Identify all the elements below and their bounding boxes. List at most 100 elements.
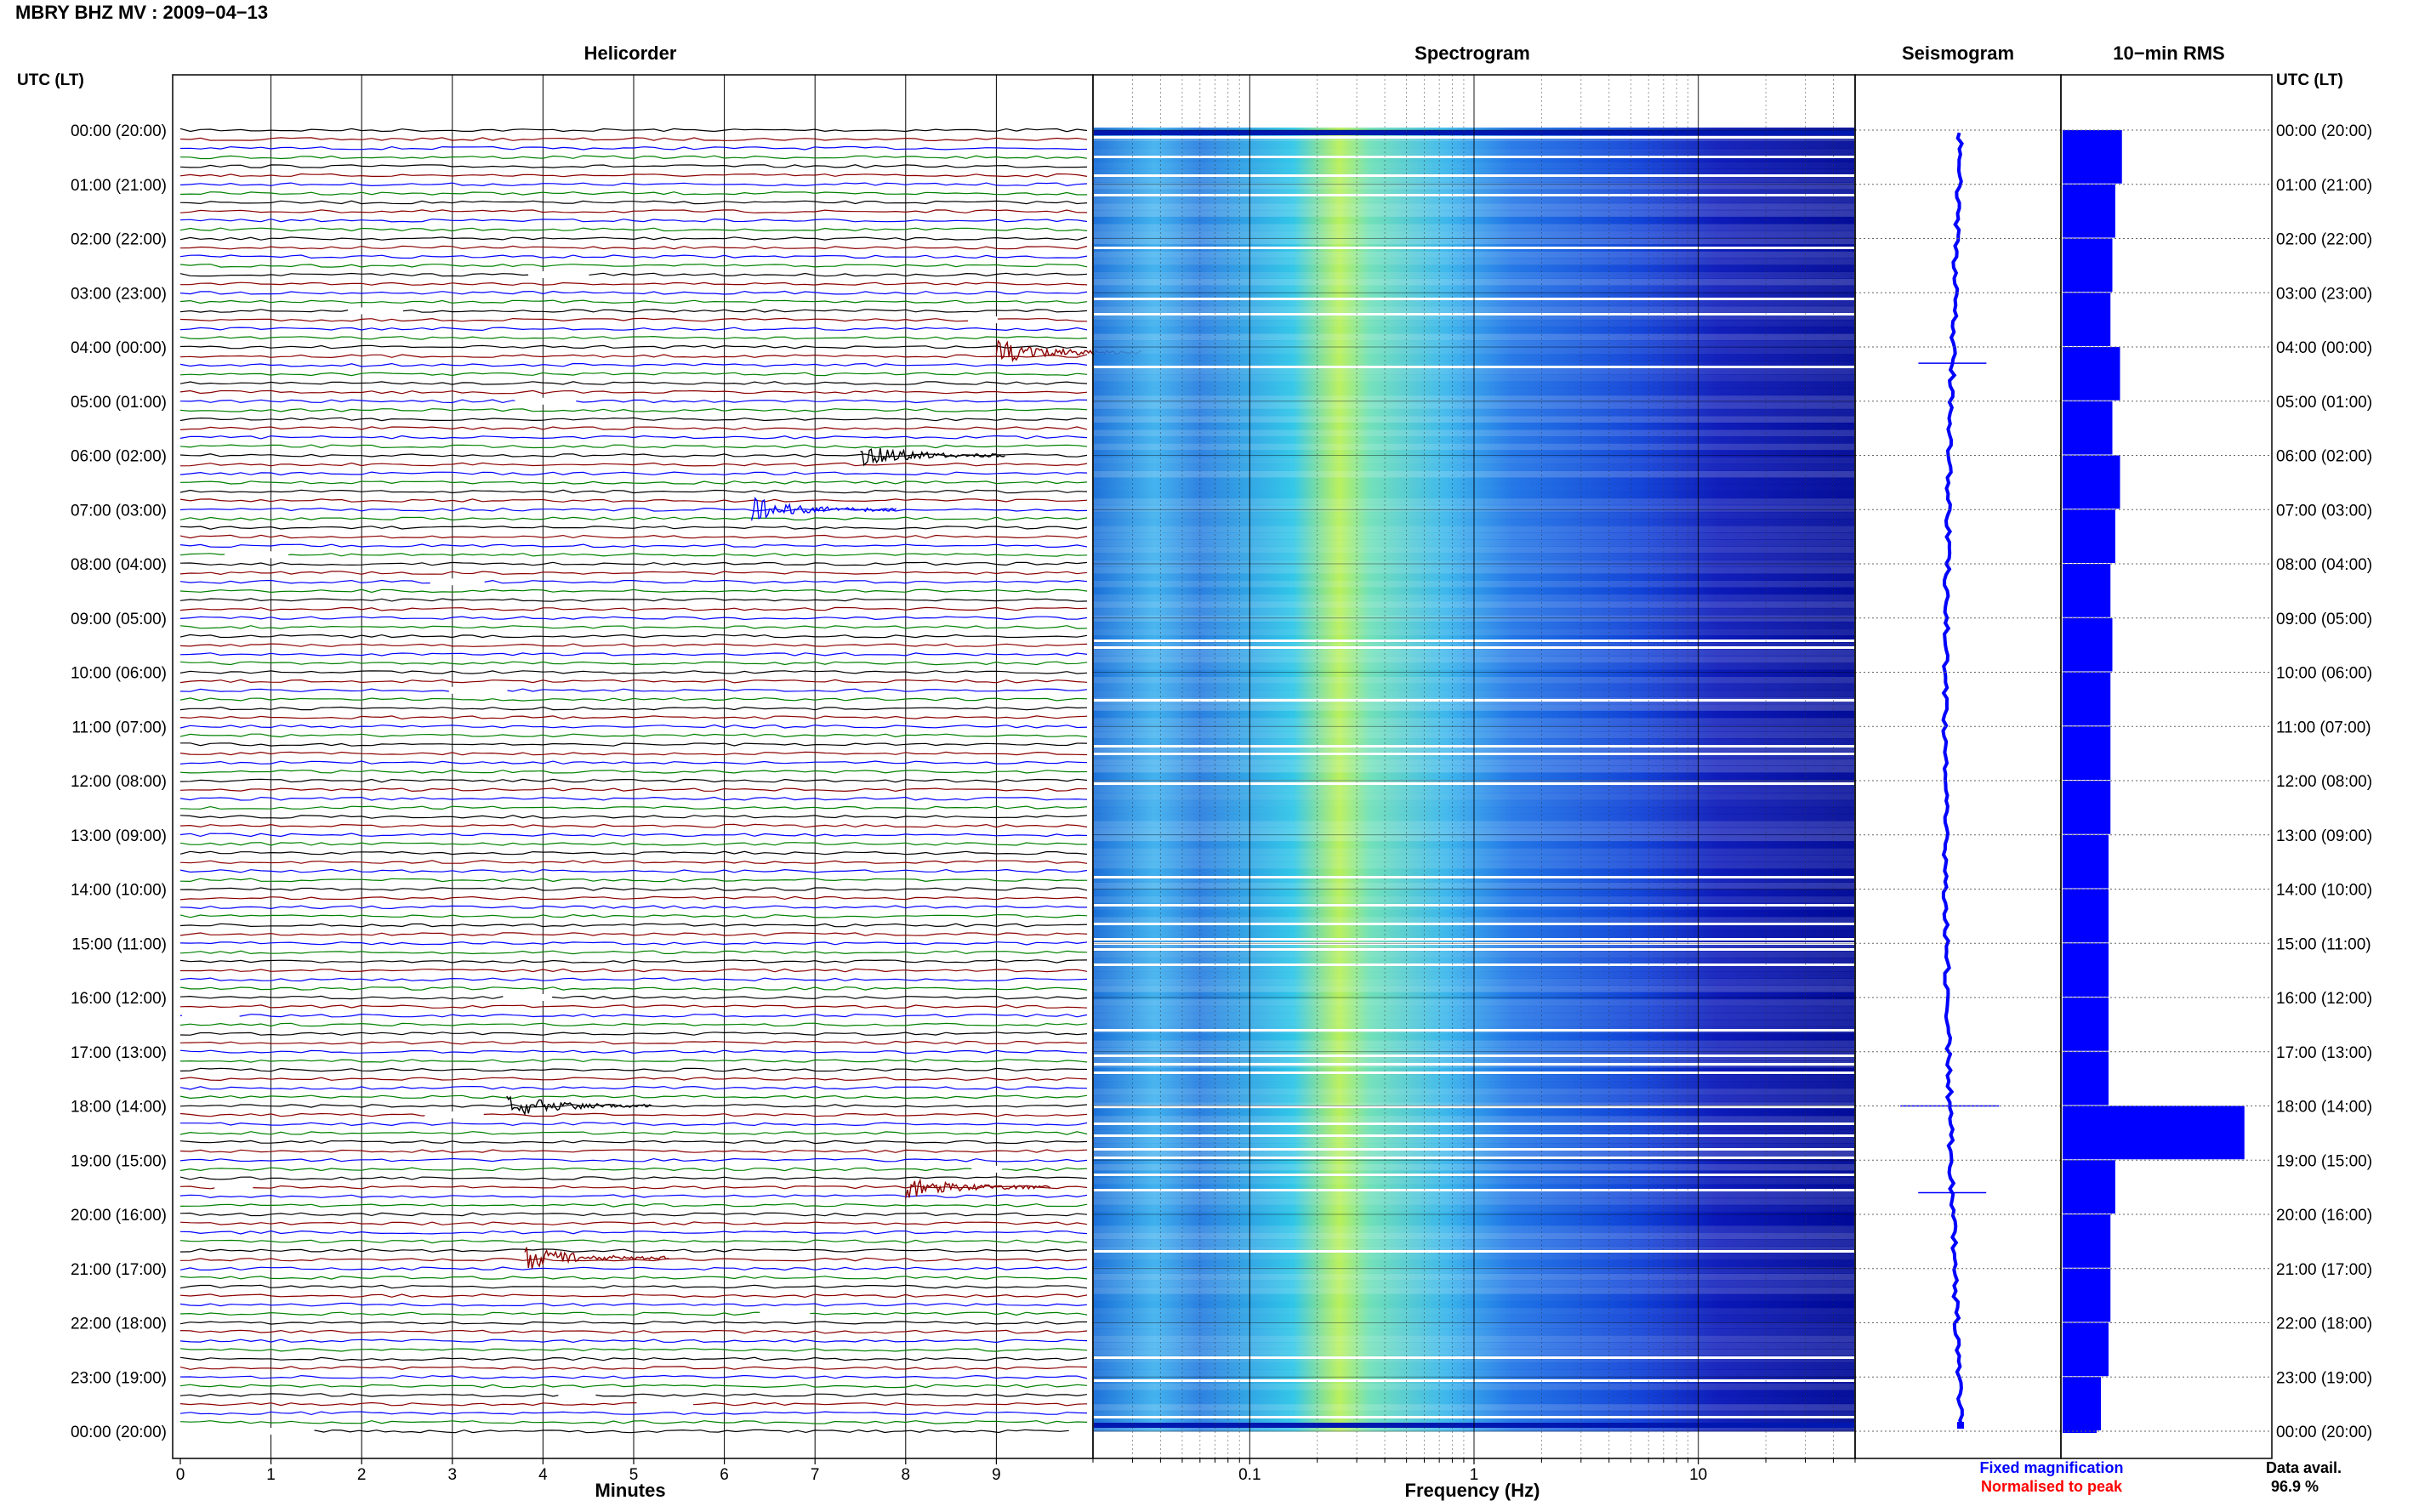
data-gap xyxy=(181,1012,240,1020)
time-axis-labels: 00:00 (20:00) 00:00 (20:00) 01:00 (21:00) 0… xyxy=(71,122,2372,1441)
rms-bar xyxy=(2063,998,2109,1051)
helicorder-trace xyxy=(179,977,1088,982)
helicorder-trace xyxy=(179,209,1088,213)
legend-fixed-magnification: Fixed magnification xyxy=(1979,1459,2123,1476)
helicorder-trace xyxy=(179,408,1088,412)
rms-bar xyxy=(2063,781,2111,834)
helicorder-trace xyxy=(179,543,1088,549)
data-gap xyxy=(760,1310,811,1317)
rms-bar xyxy=(2063,238,2113,293)
time-label-right: 16:00 (12:00) xyxy=(2276,990,2372,1008)
helicorder-trace xyxy=(179,1257,1088,1262)
helicorder-trace xyxy=(179,389,1088,395)
time-label-right: 22:00 (18:00) xyxy=(2276,1316,2372,1333)
rms-bar xyxy=(2063,1268,2111,1322)
time-label-right: 10:00 (06:00) xyxy=(2276,665,2372,683)
helicorder-trace xyxy=(179,1276,1088,1280)
helicorder-trace xyxy=(179,679,1088,684)
helicorder-trace xyxy=(179,661,1088,666)
data-gap xyxy=(214,1184,253,1191)
helicorder-trace xyxy=(179,751,1088,756)
time-label-right: 05:00 (01:00) xyxy=(2276,394,2372,412)
data-gap xyxy=(558,1391,596,1399)
helicorder-trace xyxy=(179,688,1088,693)
helicorder-trace xyxy=(179,598,1088,602)
time-label-right: 01:00 (21:00) xyxy=(2276,177,2372,195)
rms-bar xyxy=(2063,1415,2097,1423)
data-avail-label: Data avail. xyxy=(2266,1459,2342,1476)
helicorder-xlabel: Minutes xyxy=(595,1480,665,1501)
helicorder-trace xyxy=(179,435,1088,440)
helicorder-trace xyxy=(179,1203,1088,1208)
helicorder-trace xyxy=(179,1293,1088,1299)
helicorder-trace xyxy=(179,724,1088,729)
data-gap xyxy=(971,1165,1003,1173)
rms-bar xyxy=(2063,1106,2245,1160)
x-axes: 0 1 2 3 4 5 6 7 8 9 0.1 1 10 xyxy=(176,1458,1856,1484)
helicorder-trace xyxy=(179,553,1088,557)
helicorder-trace xyxy=(179,950,1088,955)
time-label-right: 20:00 (16:00) xyxy=(2276,1207,2372,1225)
helicorder-trace xyxy=(280,1429,1069,1434)
helicorder-trace xyxy=(179,1022,1088,1027)
helicorder-trace xyxy=(179,959,1088,963)
helicorder-trace xyxy=(179,986,1088,991)
helicorder-trace xyxy=(179,299,1088,304)
time-label-right: 12:00 (08:00) xyxy=(2276,773,2372,791)
helicorder-trace xyxy=(179,715,1088,720)
rms-bar xyxy=(2063,401,2113,455)
time-label-left: 16:00 (12:00) xyxy=(71,990,167,1008)
helicorder-trace xyxy=(179,227,1088,232)
helicorder-trace xyxy=(179,652,1088,657)
left-axis-header: UTC (LT) xyxy=(17,71,84,89)
rms-bar xyxy=(2063,889,2109,943)
helicorder-trace xyxy=(179,1230,1088,1235)
helicorder-trace xyxy=(179,1411,1088,1416)
time-label-left: 18:00 (14:00) xyxy=(71,1099,167,1117)
time-label-left: 02:00 (22:00) xyxy=(71,231,167,249)
time-label-left: 23:00 (19:00) xyxy=(71,1369,167,1387)
helicorder-trace xyxy=(179,516,1088,521)
helicorder-trace xyxy=(179,128,1088,133)
helicorder-trace xyxy=(179,643,1088,647)
seismic-event-trace xyxy=(860,447,1005,467)
helicorder-trace xyxy=(179,1140,1088,1145)
helicorder-trace xyxy=(179,327,1088,332)
helicorder-trace xyxy=(179,588,1088,594)
helicorder-trace xyxy=(179,534,1088,539)
data-gap xyxy=(430,578,485,586)
data-gap xyxy=(528,271,589,278)
helicorder-trace xyxy=(179,850,1088,855)
helicorder-trace xyxy=(179,878,1088,883)
helicorder-trace xyxy=(179,1393,1088,1397)
data-gap xyxy=(252,1428,315,1435)
time-label-right: 08:00 (04:00) xyxy=(2276,556,2372,574)
helicorder-trace xyxy=(179,1157,1088,1162)
helicorder-trace xyxy=(179,860,1088,865)
seismogram-trace xyxy=(1941,132,1964,1427)
time-label-left: 12:00 (08:00) xyxy=(71,773,167,791)
helicorder-trace xyxy=(179,200,1088,205)
helicorder-trace xyxy=(179,526,1088,530)
helicorder-trace xyxy=(179,1248,1088,1253)
data-gap xyxy=(636,1401,694,1408)
helicorder-trace xyxy=(179,471,1088,476)
helicorder-trace xyxy=(179,1040,1088,1045)
time-label-right: 13:00 (09:00) xyxy=(2276,827,2372,845)
helicorder-trace xyxy=(179,895,1088,901)
helicorder-trace xyxy=(179,1302,1088,1307)
time-label-right: 18:00 (14:00) xyxy=(2276,1099,2372,1117)
helicorder-trace xyxy=(179,190,1088,196)
helicorder-trace xyxy=(179,507,1088,512)
helicorder-trace xyxy=(179,344,1088,350)
time-label-left: 06:00 (02:00) xyxy=(71,448,167,466)
helicorder-trace xyxy=(179,1356,1088,1361)
minute-tick-label: 6 xyxy=(720,1466,729,1484)
helicorder-trace xyxy=(179,1266,1088,1271)
minute-tick-label: 5 xyxy=(629,1466,639,1484)
time-label-right: 19:00 (15:00) xyxy=(2276,1152,2372,1170)
rms-bar xyxy=(2063,617,2113,672)
helicorder-trace xyxy=(179,1366,1088,1370)
rms-frame xyxy=(2060,74,2273,1459)
rms-bar xyxy=(2063,130,2122,184)
